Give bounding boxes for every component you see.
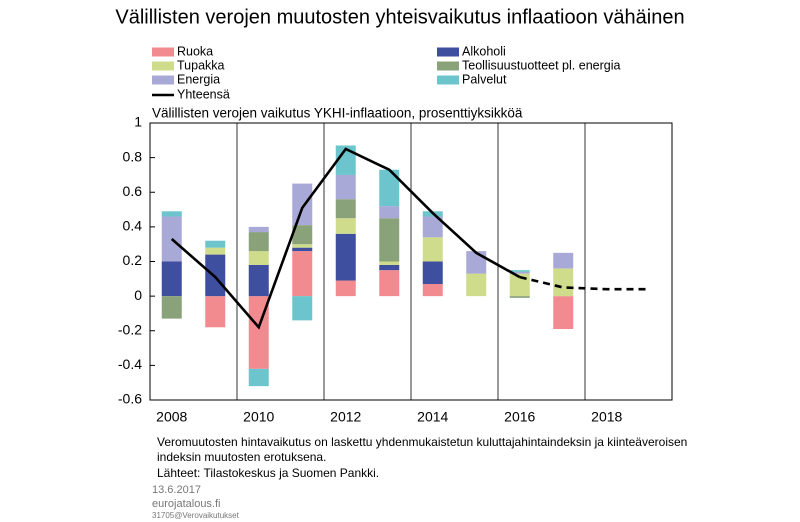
y-tick-label: -0.4 <box>118 356 142 372</box>
bar-segment <box>205 296 226 328</box>
bar-segment <box>466 251 487 274</box>
bar-segment <box>335 145 356 175</box>
legend-swatch <box>437 47 459 57</box>
legend-swatch <box>152 61 174 71</box>
note: Lähteet: Tilastokeskus ja Suomen Pankki. <box>157 466 379 480</box>
bar-segment <box>292 183 313 226</box>
bar-segment <box>379 169 400 207</box>
x-tick-label: 2018 <box>591 409 622 425</box>
x-tick-label: 2010 <box>243 409 274 425</box>
bar-segment <box>553 252 574 269</box>
bar-segment <box>335 280 356 297</box>
note: indeksin muutosten erotuksena. <box>157 450 326 464</box>
note: Veromuutosten hintavaikutus on laskettu … <box>157 435 687 449</box>
y-tick-label: 0 <box>134 287 142 303</box>
legend-label: Yhteensä <box>177 87 230 101</box>
bar-segment <box>161 296 182 319</box>
legend-label: Alkoholi <box>462 44 506 58</box>
legend-label: Tupakka <box>177 58 225 72</box>
bar-segment <box>335 174 356 200</box>
bar-segment <box>335 199 356 219</box>
bar-segment <box>422 216 443 238</box>
y-tick-label: -0.2 <box>118 321 142 337</box>
x-tick-label: 2014 <box>417 409 448 425</box>
bar-segment <box>553 296 574 330</box>
y-tick-label: 0.2 <box>123 252 143 268</box>
bar-segment <box>248 368 269 387</box>
bar-segment <box>292 225 313 245</box>
bar-segment <box>292 296 313 321</box>
bar-segment <box>509 271 530 274</box>
bar-segment <box>161 261 182 297</box>
bar-segment <box>379 218 400 262</box>
legend-label: Teollisuustuotteet pl. energia <box>462 58 620 72</box>
chart-title: Välillisten verojen muutosten yhteisvaik… <box>115 6 684 28</box>
bar-segment <box>379 264 400 271</box>
y-tick-label: 0.6 <box>123 183 143 199</box>
bar-segment <box>422 261 443 285</box>
x-tick-label: 2016 <box>504 409 535 425</box>
bar-segment <box>292 247 313 252</box>
chart-subtitle: Välillisten verojen vaikutus YKHI-inflaa… <box>152 106 523 121</box>
y-tick-label: 0.8 <box>123 148 143 164</box>
bar-segment <box>292 244 313 248</box>
bar-segment <box>379 270 400 297</box>
bar-segment <box>205 240 226 248</box>
bar-segment <box>335 233 356 281</box>
bar-segment <box>248 226 269 233</box>
footer-date: 13.6.2017 <box>152 484 201 496</box>
bar-segment <box>205 247 226 255</box>
total-line <box>519 275 651 291</box>
bar-segment <box>161 211 182 217</box>
plot-frame <box>149 122 673 401</box>
bar-segment <box>292 251 313 297</box>
bar-segment <box>509 296 530 298</box>
bar-segment <box>248 232 269 252</box>
bar-segment <box>553 268 574 297</box>
legend-label: Palvelut <box>462 72 507 86</box>
y-tick-label: 0.4 <box>123 218 143 234</box>
legend-swatch <box>437 61 459 71</box>
bar-segment <box>248 251 269 265</box>
footer-site: eurojatalous.fi <box>152 498 221 510</box>
x-tick-label: 2012 <box>330 409 361 425</box>
total-line <box>170 147 521 330</box>
legend-label: Ruoka <box>177 44 213 58</box>
y-tick-label: 1 <box>134 114 142 130</box>
bar-segment <box>466 273 487 297</box>
footer-code: 31705@Verovaikutukset <box>152 511 240 520</box>
bar-segment <box>248 264 269 297</box>
legend-label: Energia <box>177 72 220 86</box>
bar-segment <box>205 254 226 297</box>
bar-segment <box>335 218 356 234</box>
x-tick-label: 2008 <box>156 409 187 425</box>
bar-segment <box>509 270 530 272</box>
y-tick-label: -0.6 <box>118 391 142 407</box>
legend-swatch <box>152 47 174 57</box>
bar-segment <box>422 237 443 262</box>
legend-swatch <box>437 75 459 85</box>
legend-swatch <box>152 75 174 85</box>
bar-segment <box>379 206 400 219</box>
bar-segment <box>422 284 443 297</box>
bar-segment <box>379 261 400 265</box>
